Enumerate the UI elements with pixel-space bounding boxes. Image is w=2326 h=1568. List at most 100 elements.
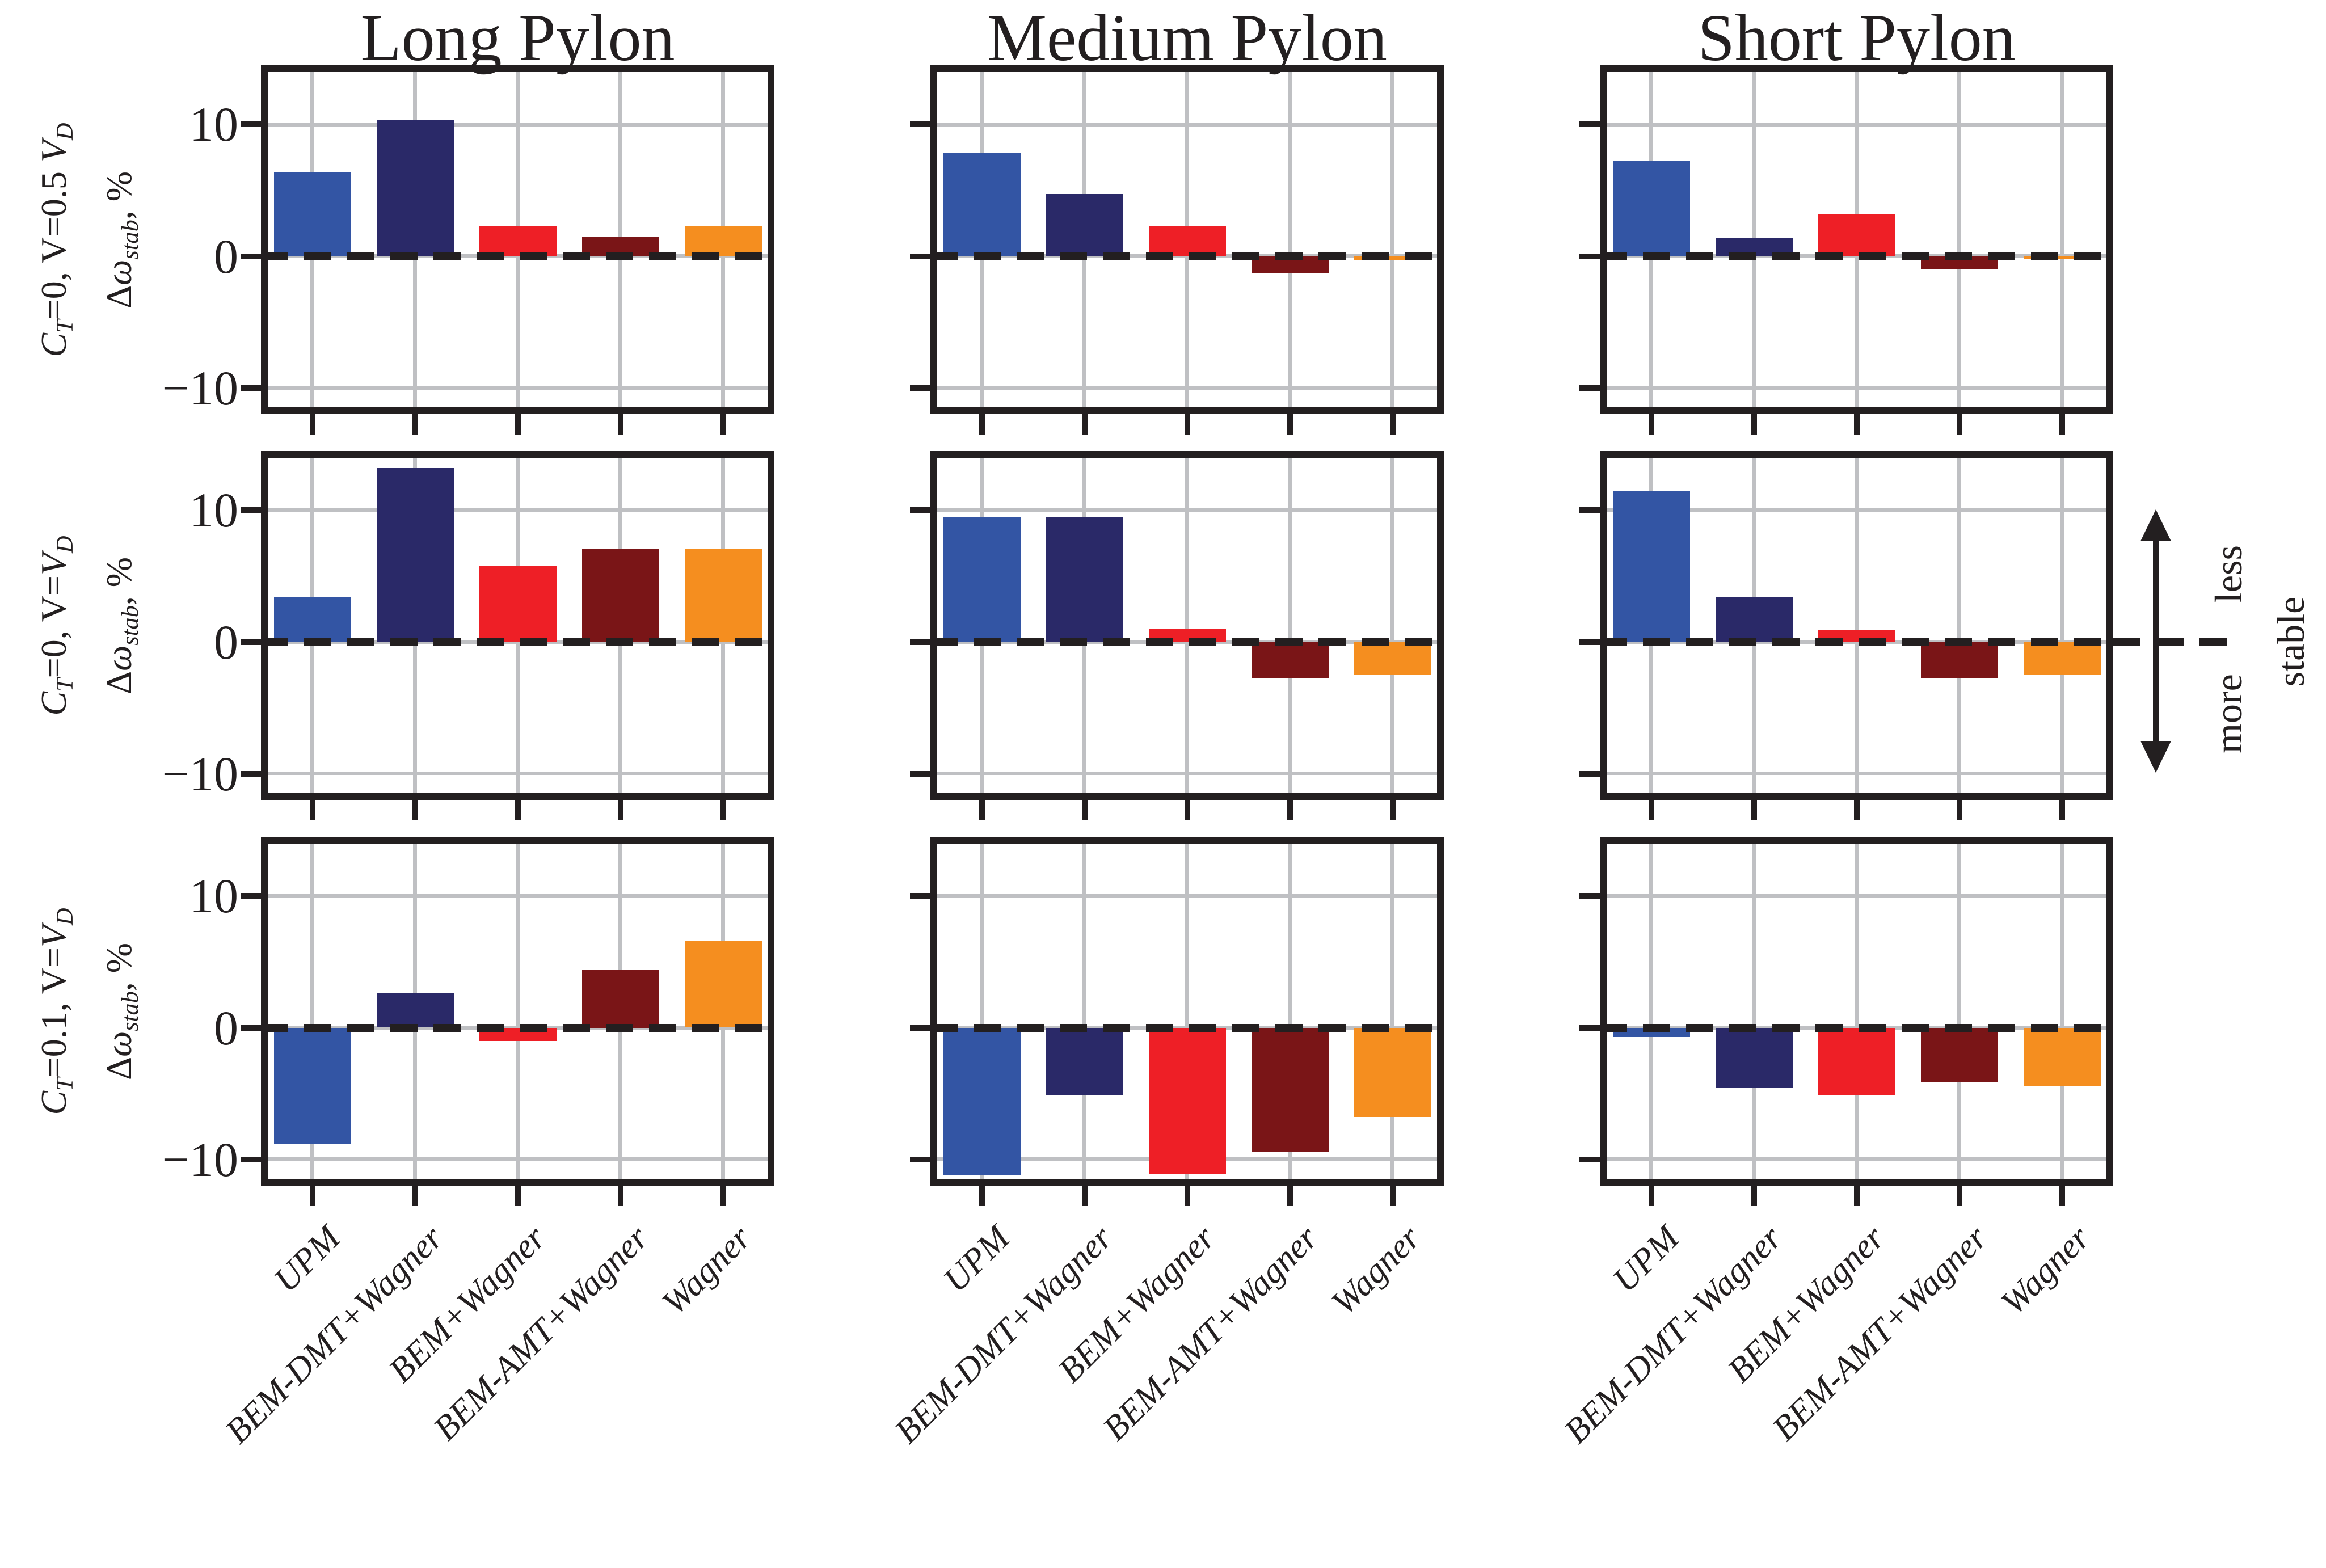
x-tick-label: Wagner <box>1993 1218 2097 1322</box>
x-tick <box>1956 414 1962 435</box>
x-gridline <box>930 386 1444 390</box>
y-tick-label: −10 <box>162 360 238 415</box>
x-tick <box>1751 1186 1757 1206</box>
bar-BEM-DMT+Wagner <box>1715 597 1793 642</box>
x-tick <box>1751 414 1757 435</box>
x-gridline <box>261 772 774 776</box>
x-tick <box>1287 800 1293 820</box>
bar-Wagner <box>684 941 762 1028</box>
y-gridline <box>2060 451 2064 800</box>
x-tick <box>1081 800 1088 820</box>
y-gridline <box>1855 451 1859 800</box>
bar-UPM <box>943 1027 1021 1175</box>
bar-BEM-DMT+Wagner <box>376 468 454 642</box>
bar-UPM <box>273 171 351 256</box>
bar-Wagner <box>684 226 762 256</box>
y-tick <box>241 893 261 899</box>
y-tick <box>1579 639 1600 645</box>
x-tick <box>2059 800 2065 820</box>
x-tick <box>309 1186 315 1206</box>
x-tick <box>1081 414 1088 435</box>
x-tick <box>2059 414 2065 435</box>
y-tick-label: 10 <box>189 869 238 924</box>
down-arrow-icon <box>2140 741 2171 773</box>
x-tick <box>515 414 521 435</box>
plot-border <box>930 451 1444 800</box>
plot-border <box>930 65 1444 414</box>
x-tick <box>1956 800 1962 820</box>
zero-line <box>261 1023 774 1032</box>
y-tick <box>1579 121 1600 128</box>
x-gridline <box>930 508 1444 512</box>
plot-border <box>1600 837 2113 1186</box>
y-gridline <box>1649 837 1653 1186</box>
y-tick <box>910 385 930 391</box>
y-gridline <box>1390 451 1394 800</box>
x-gridline <box>1600 772 2113 776</box>
row-y-label-units-text: Δωstab, % <box>99 942 144 1080</box>
y-tick <box>241 385 261 391</box>
bar-BEM+Wagner <box>1818 1027 1895 1095</box>
x-tick-label: UPM <box>266 1218 348 1300</box>
y-tick <box>241 507 261 513</box>
x-tick <box>412 414 418 435</box>
zero-line <box>1600 252 2113 260</box>
x-tick <box>979 1186 985 1206</box>
y-gridline <box>1288 451 1292 800</box>
y-tick <box>910 893 930 899</box>
y-gridline <box>1957 837 1961 1186</box>
zero-line <box>1600 1023 2113 1032</box>
y-gridline <box>980 837 984 1186</box>
plot-border <box>261 65 774 414</box>
y-tick-label: 0 <box>214 229 238 284</box>
y-gridline <box>1082 837 1086 1186</box>
row-y-label-condition-text: CT=0.1, V=VD <box>33 907 78 1115</box>
x-gridline <box>261 122 774 127</box>
bar-BEM-AMT+Wagner <box>1920 1027 1998 1082</box>
x-tick <box>309 414 315 435</box>
y-gridline <box>1185 451 1189 800</box>
x-tick <box>1956 1186 1962 1206</box>
zero-line <box>930 638 1444 646</box>
x-tick <box>412 800 418 820</box>
subplot-row1-medium-pylon <box>930 65 1444 414</box>
x-gridline <box>261 1157 774 1162</box>
x-tick <box>1389 1186 1396 1206</box>
x-tick-label: Wagner <box>654 1218 759 1322</box>
x-tick <box>515 800 521 820</box>
y-gridline <box>1185 837 1189 1186</box>
x-tick <box>1751 800 1757 820</box>
x-tick <box>979 800 985 820</box>
bar-Wagner <box>1354 1027 1431 1118</box>
x-tick <box>309 800 315 820</box>
row-y-label-units-text: Δωstab, % <box>99 557 144 694</box>
y-gridline <box>1390 837 1394 1186</box>
subplot-row2-long-pylon <box>261 451 774 800</box>
plot-border <box>1600 451 2113 800</box>
x-gridline <box>1600 386 2113 390</box>
y-tick <box>241 253 261 259</box>
y-tick <box>910 1025 930 1031</box>
x-tick <box>1389 414 1396 435</box>
bar-BEM-AMT+Wagner <box>1251 1027 1329 1152</box>
x-tick <box>515 1186 521 1206</box>
x-gridline <box>1600 893 2113 898</box>
bar-BEM+Wagner <box>1148 226 1226 256</box>
x-gridline <box>261 893 774 898</box>
bar-UPM <box>943 153 1021 256</box>
y-tick-label: 0 <box>214 1000 238 1055</box>
column-title: Long Pylon <box>360 1 675 75</box>
x-tick <box>617 1186 623 1206</box>
bar-Wagner <box>1354 642 1431 675</box>
bar-UPM <box>273 1027 351 1144</box>
x-tick <box>720 1186 726 1206</box>
x-tick <box>617 414 623 435</box>
row-y-label-condition-text: CT=0, V=VD <box>33 535 78 716</box>
stable-label-text: stable <box>2269 596 2312 687</box>
y-tick <box>910 121 930 128</box>
y-gridline <box>516 837 520 1186</box>
y-gridline <box>2060 837 2064 1186</box>
x-gridline <box>1600 508 2113 512</box>
bar-Wagner <box>2023 1027 2101 1086</box>
